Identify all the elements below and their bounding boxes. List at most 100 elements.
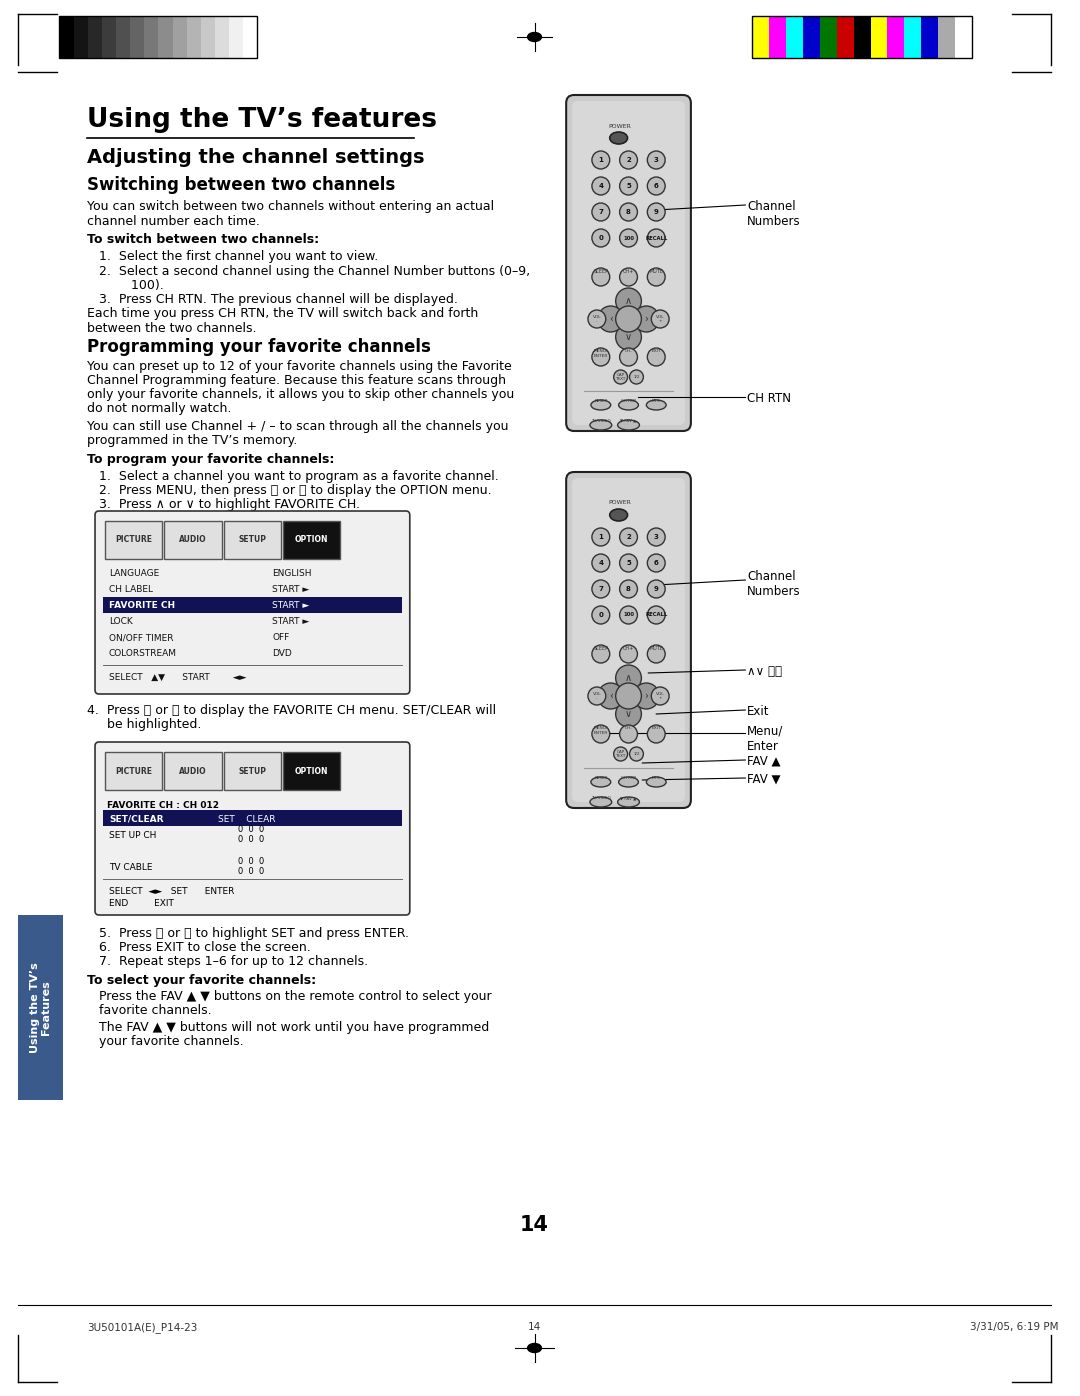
Text: Adjusting the channel settings: Adjusting the channel settings [87,148,424,168]
Text: SETUP: SETUP [239,536,267,544]
FancyBboxPatch shape [95,743,409,914]
Circle shape [598,683,623,709]
Text: You can still use Channel + / – to scan through all the channels you: You can still use Channel + / – to scan … [87,420,509,433]
Circle shape [616,324,642,350]
FancyBboxPatch shape [566,472,691,808]
Text: TV/VIDEO: TV/VIDEO [591,419,610,423]
Text: FAVORITE CH : CH 012: FAVORITE CH : CH 012 [107,801,219,811]
Text: RECALL: RECALL [645,236,667,240]
Circle shape [620,151,637,169]
Bar [145,15,159,59]
Text: 3: 3 [653,156,659,163]
Text: 1: 1 [598,535,604,540]
Circle shape [592,528,610,546]
Text: Programming your favorite channels: Programming your favorite channels [87,338,431,356]
Text: 9: 9 [653,209,659,215]
FancyBboxPatch shape [572,101,685,424]
Ellipse shape [610,510,627,521]
Text: LOCK: LOCK [109,617,133,627]
Text: ‹: ‹ [609,314,612,324]
Text: ON/OFF TIMER: ON/OFF TIMER [109,634,174,642]
Text: COLORSTREAM: COLORSTREAM [109,649,177,659]
Circle shape [616,683,642,709]
Bar [105,521,162,558]
Bar [921,15,939,59]
Circle shape [592,725,610,743]
Bar [59,15,73,59]
Text: favorite channels.: favorite channels. [99,1004,212,1018]
Text: 1.  Select the first channel you want to view.: 1. Select the first channel you want to … [99,250,378,262]
Circle shape [592,177,610,195]
Circle shape [630,370,644,384]
Text: PICTURE: PICTURE [116,766,152,776]
Text: 3U50101A(E)_P14-23: 3U50101A(E)_P14-23 [87,1322,198,1333]
Bar [786,15,802,59]
FancyBboxPatch shape [95,511,409,694]
Text: MENU/
ENTER: MENU/ ENTER [594,349,608,357]
Text: 8: 8 [626,586,631,592]
Circle shape [592,348,610,366]
Circle shape [647,725,665,743]
Text: 3.  Press ∧ or ∨ to highlight FAVORITE CH.: 3. Press ∧ or ∨ to highlight FAVORITE CH… [99,498,360,511]
Text: CAP
TEXT: CAP TEXT [616,373,625,381]
Bar [224,752,281,790]
Circle shape [613,747,627,761]
Text: 8: 8 [626,209,631,215]
Circle shape [616,701,642,727]
Bar [164,521,221,558]
Circle shape [592,268,610,286]
Text: MTS: MTS [652,399,661,403]
Ellipse shape [527,1343,541,1353]
Text: 0  0  0: 0 0 0 [238,867,264,875]
Text: 100: 100 [623,613,634,617]
Text: AUDIO: AUDIO [179,536,207,544]
Circle shape [598,306,623,332]
Text: ∧∨ 《》: ∧∨ 《》 [747,664,782,678]
Text: 1.  Select a channel you want to program as a favorite channel.: 1. Select a channel you want to program … [99,470,499,483]
Ellipse shape [619,778,638,787]
Text: END         EXIT: END EXIT [109,899,174,907]
Text: VOL
+: VOL + [656,691,664,701]
Text: 100).: 100). [99,279,164,292]
Text: AUDIO: AUDIO [179,766,207,776]
Text: 0: 0 [598,235,604,242]
Circle shape [647,606,665,624]
Text: SET UP CH: SET UP CH [109,831,157,839]
Text: 0  0  0: 0 0 0 [238,857,264,866]
Text: 7: 7 [598,209,604,215]
Circle shape [620,177,637,195]
Bar [753,15,769,59]
Text: Menu/
Enter: Menu/ Enter [747,725,784,752]
Bar [870,15,888,59]
Text: RESET: RESET [594,399,607,403]
Bar [229,15,243,59]
Bar [103,597,402,613]
Text: Each time you press CH RTN, the TV will switch back and forth
between the two ch: Each time you press CH RTN, the TV will … [87,307,478,335]
Circle shape [634,683,659,709]
Text: 6: 6 [653,183,659,188]
Circle shape [620,229,637,247]
Text: Channel Programming feature. Because this feature scans through: Channel Programming feature. Because thi… [87,374,507,387]
Text: POWER: POWER [609,501,632,505]
Text: 5: 5 [626,560,631,565]
Text: ENGLISH: ENGLISH [272,570,312,578]
Text: SELECT  ◄►   SET      ENTER: SELECT ◄► SET ENTER [109,886,234,895]
Text: 100: 100 [623,236,634,240]
Text: 6: 6 [653,560,659,565]
Text: 4.  Press 《 or 》 to display the FAVORITE CH menu. SET/CLEAR will: 4. Press 《 or 》 to display the FAVORITE … [87,704,496,718]
Text: 2.  Select a second channel using the Channel Number buttons (0–9,: 2. Select a second channel using the Cha… [99,265,530,278]
Text: POWER: POWER [609,123,632,128]
Text: do not normally watch.: do not normally watch. [87,402,231,415]
Text: Exit: Exit [747,705,770,718]
Circle shape [651,687,670,705]
Text: SLEEP: SLEEP [593,646,608,651]
Text: 0  0  0: 0 0 0 [238,835,264,843]
Bar [73,15,87,59]
Circle shape [620,579,637,597]
Text: SET    CLEAR: SET CLEAR [218,814,275,824]
Circle shape [647,202,665,221]
Text: 0: 0 [598,611,604,618]
Text: OPTION: OPTION [295,536,328,544]
Text: CH LABEL: CH LABEL [109,585,153,595]
Text: 6.  Press EXIT to close the screen.: 6. Press EXIT to close the screen. [99,941,311,953]
